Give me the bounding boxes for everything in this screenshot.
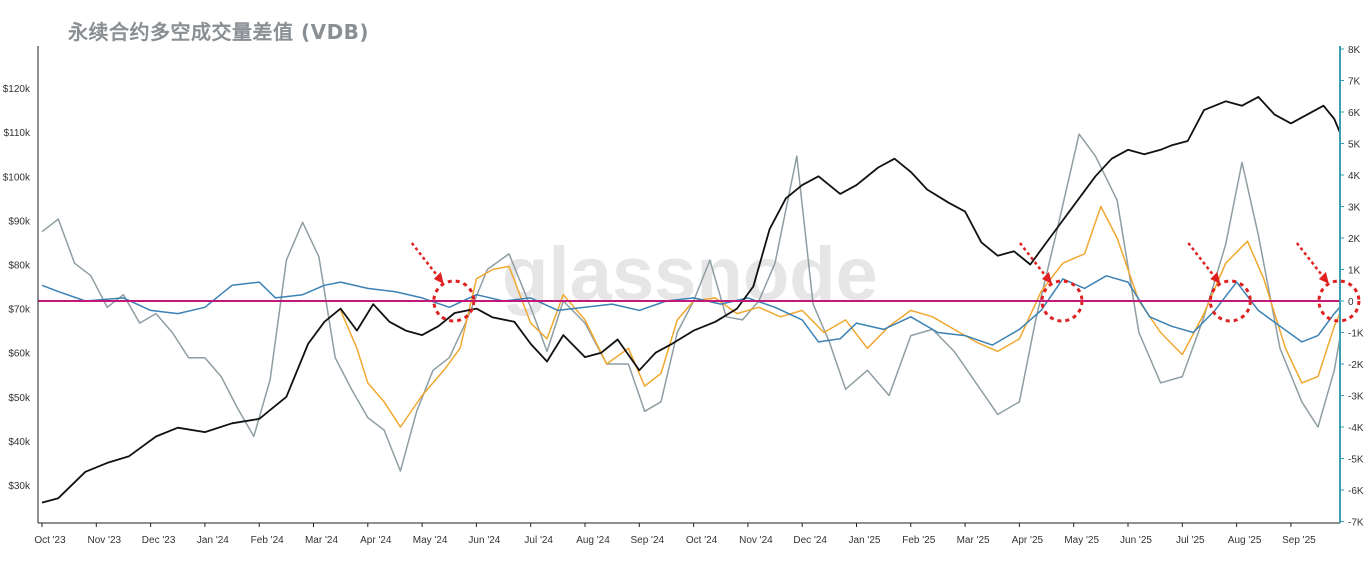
left-tick-label: $50k <box>8 393 31 404</box>
x-tick-label: Apr '25 <box>1012 535 1044 546</box>
right-tick-label: -3K <box>1348 392 1364 403</box>
left-tick-label: $70k <box>8 305 31 316</box>
x-tick-label: Jan '24 <box>197 535 229 546</box>
x-tick-label: Mar '25 <box>957 535 990 546</box>
x-tick-label: Jun '25 <box>1120 535 1152 546</box>
x-tick-label: Mar '24 <box>305 535 338 546</box>
annotation-circle <box>432 279 476 323</box>
gray-series-line <box>41 133 1341 472</box>
blue-series-line <box>41 275 1341 346</box>
annotation-arrow <box>410 242 441 280</box>
x-tick-label: May '25 <box>1064 535 1099 546</box>
series-layer <box>38 96 1341 504</box>
x-tick-label: Oct '23 <box>34 535 66 546</box>
x-tick-label: Jun '24 <box>468 535 500 546</box>
left-tick-label: $120k <box>3 84 31 95</box>
right-tick-label: 3K <box>1348 203 1361 214</box>
right-tick-label: 0 <box>1348 297 1354 308</box>
right-tick-label: 2K <box>1348 234 1361 245</box>
annotation-arrow <box>1295 242 1326 280</box>
right-tick-label: -7K <box>1348 518 1364 529</box>
left-tick-label: $80k <box>8 261 31 272</box>
left-tick-label: $60k <box>8 349 31 360</box>
right-tick-label: 5K <box>1348 140 1361 151</box>
annotation-arrow <box>1187 242 1218 280</box>
right-tick-label: 4K <box>1348 171 1361 182</box>
right-tick-label: -4K <box>1348 423 1364 434</box>
annotation-circle <box>1040 279 1084 323</box>
x-tick-label: Sep '25 <box>1282 535 1316 546</box>
annotation-arrow-head <box>433 272 444 284</box>
x-tick-label: Aug '24 <box>576 535 610 546</box>
right-tick-label: 8K <box>1348 45 1361 56</box>
x-tick-label: Nov '23 <box>88 535 122 546</box>
left-tick-label: $30k <box>8 481 31 492</box>
x-tick-label: Sep '24 <box>630 535 664 546</box>
right-tick-label: -1K <box>1348 329 1364 340</box>
x-tick-label: Dec '24 <box>793 535 827 546</box>
x-tick-label: Feb '24 <box>251 535 284 546</box>
x-tick-label: Feb '25 <box>902 535 935 546</box>
right-tick-label: 1K <box>1348 266 1361 277</box>
x-tick-label: May '24 <box>413 535 448 546</box>
annotation-arrow-head <box>1318 272 1329 284</box>
x-tick-label: Aug '25 <box>1228 535 1262 546</box>
right-tick-label: -6K <box>1348 486 1364 497</box>
x-tick-label: Jan '25 <box>849 535 881 546</box>
orange-series-line <box>339 205 1341 428</box>
axes-layer: $30k $40k $50k $60k $70k $80k $90k $100k $110k $1… <box>3 45 1364 546</box>
right-tick-label: -5K <box>1348 455 1364 466</box>
annotation-arrow <box>1018 242 1049 280</box>
x-tick-label: Oct '24 <box>686 535 718 546</box>
annotation-circle <box>1317 279 1361 323</box>
annotation-arrow-head <box>1210 272 1221 284</box>
right-tick-label: 7K <box>1348 77 1361 88</box>
left-tick-label: $40k <box>8 437 31 448</box>
x-tick-label: Jul '24 <box>524 535 553 546</box>
right-tick-label: -2K <box>1348 360 1364 371</box>
left-tick-label: $100k <box>3 172 31 183</box>
x-tick-label: Apr '24 <box>360 535 392 546</box>
x-tick-label: Dec '23 <box>142 535 176 546</box>
price-line <box>41 96 1341 504</box>
annotations-layer <box>410 242 1361 323</box>
x-tick-label: Nov '24 <box>739 535 773 546</box>
annotation-arrow-head <box>1041 272 1052 284</box>
chart-title: 永续合约多空成交量差值 (VDB) <box>68 20 370 44</box>
annotation-circle <box>1208 279 1252 323</box>
x-tick-label: Jul '25 <box>1176 535 1205 546</box>
right-tick-label: 6K <box>1348 108 1361 119</box>
left-tick-label: $90k <box>8 216 31 227</box>
left-tick-label: $110k <box>3 128 31 139</box>
